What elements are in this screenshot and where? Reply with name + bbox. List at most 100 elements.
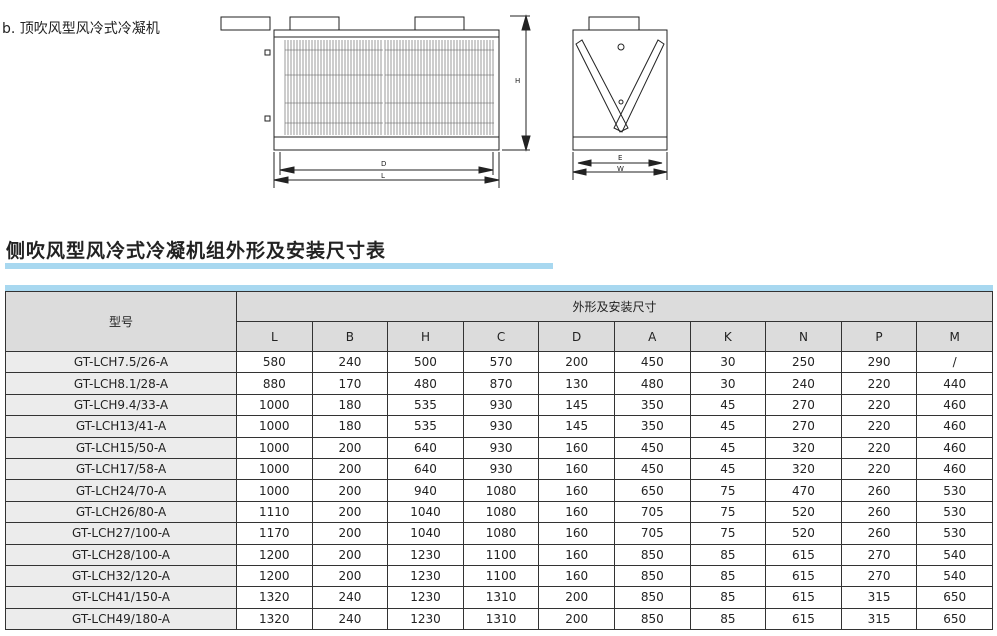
value-cell: 450 bbox=[613, 457, 691, 481]
value-cell: 530 bbox=[916, 479, 993, 502]
value-cell: 30 bbox=[689, 350, 767, 374]
value-cell: 145 bbox=[538, 415, 615, 438]
value-cell: 200 bbox=[311, 436, 389, 459]
value-cell: 270 bbox=[840, 564, 918, 588]
value-cell: 160 bbox=[538, 522, 615, 545]
value-cell: 540 bbox=[916, 543, 993, 566]
model-cell: GT-LCH41/150-A bbox=[5, 586, 237, 609]
model-cell: GT-LCH17/58-A bbox=[5, 457, 237, 481]
column-header-c: C bbox=[462, 321, 540, 352]
value-cell: 220 bbox=[840, 457, 918, 481]
value-cell: 850 bbox=[613, 607, 691, 631]
value-cell: 75 bbox=[689, 500, 767, 524]
value-cell: 200 bbox=[538, 607, 615, 631]
table-row: GT-LCH8.1/28-A 880 170 480 870 130 480 30 240 220… bbox=[5, 372, 993, 395]
dim-label-d: D bbox=[381, 160, 386, 168]
value-cell: 350 bbox=[613, 393, 691, 417]
column-header-m: M bbox=[916, 321, 993, 352]
value-cell: 470 bbox=[765, 479, 842, 502]
table-row: GT-LCH28/100-A 1200 200 1230 1100 160 850 85 615… bbox=[5, 543, 993, 566]
value-cell: 930 bbox=[462, 457, 540, 481]
value-cell: 220 bbox=[840, 393, 918, 417]
value-cell: 260 bbox=[840, 479, 918, 502]
table-row: GT-LCH26/80-A 1110 200 1040 1080 160 705 75 520 2… bbox=[5, 500, 993, 524]
value-cell: 705 bbox=[613, 522, 691, 545]
value-cell: 220 bbox=[840, 415, 918, 438]
value-cell: 145 bbox=[538, 393, 615, 417]
value-cell: 320 bbox=[765, 457, 842, 481]
column-header-k: K bbox=[689, 321, 767, 352]
value-cell: 1000 bbox=[236, 393, 313, 417]
value-cell: 1100 bbox=[462, 564, 540, 588]
table-row: GT-LCH7.5/26-A 580 240 500 570 200 450 30 250 290… bbox=[5, 350, 993, 374]
value-cell: 160 bbox=[538, 500, 615, 524]
model-cell: GT-LCH49/180-A bbox=[5, 607, 237, 631]
column-header-h: H bbox=[387, 321, 464, 352]
table-top-bar bbox=[5, 285, 993, 291]
table-row: GT-LCH9.4/33-A 1000 180 535 930 145 350 45 270 22… bbox=[5, 393, 993, 417]
column-header-b: B bbox=[311, 321, 389, 352]
model-header: 型号 bbox=[5, 291, 237, 352]
value-cell: 580 bbox=[236, 350, 313, 374]
value-cell: 1230 bbox=[387, 564, 464, 588]
value-cell: 1200 bbox=[236, 543, 313, 566]
value-cell: 520 bbox=[765, 500, 842, 524]
value-cell: 1110 bbox=[236, 500, 313, 524]
model-cell: GT-LCH32/120-A bbox=[5, 564, 237, 588]
value-cell: 200 bbox=[311, 457, 389, 481]
value-cell: 480 bbox=[387, 372, 464, 395]
value-cell: 460 bbox=[916, 393, 993, 417]
value-cell: 535 bbox=[387, 415, 464, 438]
value-cell: 240 bbox=[311, 350, 389, 374]
value-cell: 850 bbox=[613, 543, 691, 566]
model-cell: GT-LCH9.4/33-A bbox=[5, 393, 237, 417]
value-cell: 540 bbox=[916, 564, 993, 588]
value-cell: 1080 bbox=[462, 522, 540, 545]
value-cell: 1170 bbox=[236, 522, 313, 545]
value-cell: 460 bbox=[916, 457, 993, 481]
value-cell: 530 bbox=[916, 500, 993, 524]
value-cell: 615 bbox=[765, 543, 842, 566]
value-cell: 85 bbox=[689, 564, 767, 588]
value-cell: 450 bbox=[613, 350, 691, 374]
value-cell: 1080 bbox=[462, 479, 540, 502]
column-header-l: L bbox=[236, 321, 313, 352]
value-cell: 480 bbox=[613, 372, 691, 395]
value-cell: 180 bbox=[311, 393, 389, 417]
value-cell: 1100 bbox=[462, 543, 540, 566]
table-row: GT-LCH17/58-A 1000 200 640 930 160 450 45 320 220… bbox=[5, 457, 993, 481]
value-cell: 160 bbox=[538, 479, 615, 502]
value-cell: 270 bbox=[765, 393, 842, 417]
value-cell: 75 bbox=[689, 479, 767, 502]
value-cell: 615 bbox=[765, 586, 842, 609]
value-cell: 45 bbox=[689, 393, 767, 417]
value-cell: 1080 bbox=[462, 500, 540, 524]
column-header-d: D bbox=[538, 321, 615, 352]
value-cell: 85 bbox=[689, 586, 767, 609]
value-cell: 1040 bbox=[387, 500, 464, 524]
value-cell: 315 bbox=[840, 607, 918, 631]
value-cell: 520 bbox=[765, 522, 842, 545]
table-row: GT-LCH27/100-A 1170 200 1040 1080 160 705 75 520… bbox=[5, 522, 993, 545]
table-row: GT-LCH13/41-A 1000 180 535 930 145 350 45 270 220… bbox=[5, 415, 993, 438]
value-cell: 530 bbox=[916, 522, 993, 545]
value-cell: 650 bbox=[916, 607, 993, 631]
value-cell: 270 bbox=[765, 415, 842, 438]
value-cell: 1230 bbox=[387, 543, 464, 566]
value-cell: 240 bbox=[765, 372, 842, 395]
value-cell: 85 bbox=[689, 543, 767, 566]
value-cell: 850 bbox=[613, 564, 691, 588]
section-title: 侧吹风型风冷式冷凝机组外形及安装尺寸表 bbox=[6, 240, 387, 262]
value-cell: 1310 bbox=[462, 586, 540, 609]
value-cell: 350 bbox=[613, 415, 691, 438]
condenser-drawing: H D L E W bbox=[220, 14, 668, 188]
value-cell: 1230 bbox=[387, 586, 464, 609]
value-cell: 640 bbox=[387, 457, 464, 481]
value-cell: 440 bbox=[916, 372, 993, 395]
table-row: GT-LCH32/120-A 1200 200 1230 1100 160 850 85 615… bbox=[5, 564, 993, 588]
value-cell: 850 bbox=[613, 586, 691, 609]
value-cell: 940 bbox=[387, 479, 464, 502]
model-cell: GT-LCH7.5/26-A bbox=[5, 350, 237, 374]
value-cell: 30 bbox=[689, 372, 767, 395]
